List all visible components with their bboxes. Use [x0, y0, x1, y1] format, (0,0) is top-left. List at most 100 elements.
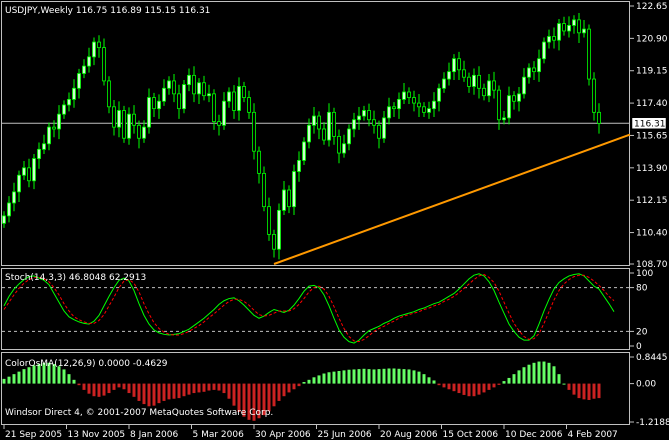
candles: [2, 13, 601, 260]
osma-bar: [297, 383, 301, 387]
stoch-tick-label: 0: [636, 342, 642, 352]
stoch-levels: [2, 287, 630, 332]
candle-body: [462, 69, 466, 78]
osma-bar: [402, 369, 406, 384]
osma-bar: [92, 383, 96, 397]
osma-bar: [442, 383, 446, 388]
osma-bar: [152, 383, 156, 406]
candle-body: [552, 36, 556, 41]
time-tick-label: 15 Oct 2006: [443, 430, 499, 440]
osma-bar: [457, 383, 461, 394]
osma-bar: [32, 365, 36, 384]
time-tick-label: 4 Feb 2007: [568, 430, 618, 440]
candle-body: [467, 76, 471, 87]
osma-bar: [47, 362, 51, 384]
osma-bar: [137, 383, 141, 401]
osma-bar: [232, 383, 236, 406]
osma-bar: [307, 379, 311, 384]
osma-bar: [422, 374, 426, 384]
stoch-panel-border: [1, 268, 630, 350]
osma-bar: [462, 383, 466, 395]
stoch-main-line: [3, 273, 615, 344]
candle-body: [247, 97, 251, 113]
candle-body: [397, 98, 401, 110]
osma-bar: [552, 366, 556, 384]
candle-body: [517, 93, 521, 102]
osma-bar: [207, 383, 211, 391]
osma-bar: [67, 374, 71, 384]
candle-body: [227, 91, 231, 102]
osma-bar: [127, 383, 131, 394]
candle-body: [487, 80, 491, 97]
osma-bar: [257, 383, 261, 419]
osma-bar: [102, 383, 106, 396]
osma-bar: [52, 364, 56, 384]
candle-body: [527, 67, 531, 78]
time-tick-label: 5 Mar 2006: [193, 430, 245, 440]
osma-bar: [227, 383, 231, 399]
osma-bar: [272, 383, 276, 407]
osma-bar: [592, 383, 596, 399]
candle-body: [587, 28, 591, 80]
time-tick-label: 13 Nov 2005: [68, 430, 126, 440]
candle-body: [472, 74, 476, 87]
osma-bar: [487, 383, 491, 390]
osma-bar: [577, 383, 581, 399]
osma-bar: [322, 373, 326, 384]
candle-body: [522, 76, 526, 95]
candle-body: [422, 106, 426, 113]
osma-bar: [597, 383, 601, 399]
osma-bar: [327, 372, 331, 384]
candle-body: [537, 58, 541, 73]
stoch-tick-label: 100: [636, 269, 653, 279]
osma-panel-border: [1, 352, 630, 425]
candle-body: [297, 160, 301, 172]
osma-bar: [117, 383, 121, 388]
candle-body: [512, 95, 516, 102]
stoch-title: Stoch(14,3,3) 46.8048 62.2913: [5, 273, 146, 283]
candle-body: [452, 58, 456, 73]
candle-body: [187, 74, 191, 86]
candle-body: [272, 234, 276, 250]
osma-bar: [537, 361, 541, 384]
osma-axis: 0.8445 0.00 -1.2188: [630, 353, 669, 428]
candle-body: [7, 202, 11, 217]
osma-histogram: [2, 361, 601, 421]
candle-body: [242, 86, 246, 98]
price-tick-label: 112.15: [636, 196, 668, 206]
candle-body: [427, 108, 431, 113]
price-tick-label: 117.40: [636, 99, 668, 109]
candle-body: [72, 87, 76, 100]
candle-body: [62, 104, 66, 115]
osma-bar: [217, 383, 221, 391]
candle-body: [502, 117, 506, 121]
candle-body: [147, 97, 151, 128]
osma-bar: [492, 383, 496, 388]
candle-body: [92, 41, 96, 58]
candle-body: [592, 78, 596, 113]
candle-body: [117, 110, 121, 128]
osma-bar: [517, 370, 521, 384]
candle-body: [37, 148, 41, 159]
current-price-box: [631, 117, 667, 130]
osma-bar: [452, 383, 456, 392]
osma-bar: [317, 375, 321, 384]
candle-body: [572, 19, 576, 26]
osma-bar: [527, 364, 531, 384]
osma-bar: [192, 383, 196, 394]
osma-bar: [132, 383, 136, 397]
candle-body: [362, 110, 366, 117]
candle-body: [252, 111, 256, 152]
osma-bar: [347, 369, 351, 384]
time-tick-label: 21 Sep 2005: [5, 430, 62, 440]
osma-bar: [467, 383, 471, 397]
osma-bar: [542, 361, 546, 384]
osma-bar: [292, 383, 296, 390]
candle-body: [262, 172, 266, 208]
candle-body: [352, 119, 356, 130]
main-panel-border: [1, 1, 630, 266]
osma-bar: [562, 383, 566, 385]
candle-body: [597, 111, 601, 124]
candle-body: [52, 126, 56, 130]
candle-body: [47, 126, 51, 145]
